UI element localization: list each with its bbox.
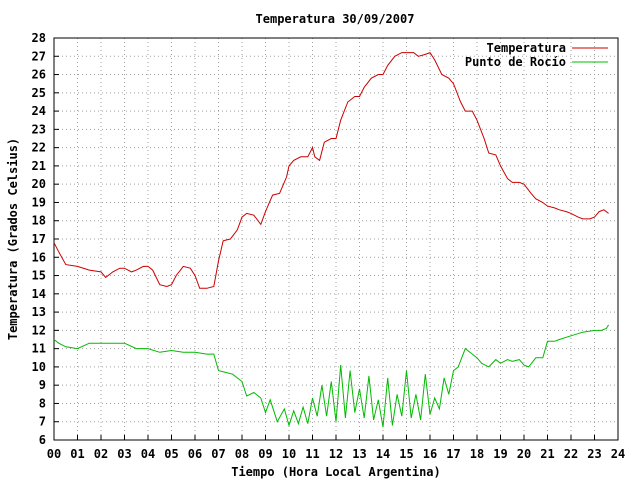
x-tick-label: 00 [47,447,61,461]
y-tick-label: 6 [39,433,46,447]
legend-label-temperatura: Temperatura [487,41,566,55]
x-tick-label: 23 [587,447,601,461]
x-tick-label: 22 [564,447,578,461]
x-axis-label: Tiempo (Hora Local Argentina) [231,465,441,479]
y-tick-label: 25 [32,86,46,100]
x-tick-label: 14 [376,447,390,461]
y-tick-label: 24 [32,104,46,118]
x-tick-label: 03 [117,447,131,461]
y-tick-label: 26 [32,68,46,82]
y-tick-label: 19 [32,195,46,209]
y-tick-label: 15 [32,269,46,283]
x-tick-label: 07 [211,447,225,461]
y-tick-label: 9 [39,378,46,392]
y-tick-label: 22 [32,141,46,155]
x-tick-label: 06 [188,447,202,461]
y-tick-label: 11 [32,342,46,356]
x-tick-label: 20 [517,447,531,461]
x-tick-label: 02 [94,447,108,461]
series-lines [53,51,610,428]
legend-label-punto-de-rocio: Punto de Rocío [465,55,566,69]
x-tick-label: 15 [399,447,413,461]
x-tick-label: 17 [446,447,460,461]
y-tick-label: 28 [32,31,46,45]
y-tick-label: 17 [32,232,46,246]
y-tick-label: 20 [32,177,46,191]
x-tick-label: 09 [258,447,272,461]
x-tick-label: 04 [141,447,155,461]
y-tick-label: 10 [32,360,46,374]
y-tick-label: 21 [32,159,46,173]
x-tick-label: 12 [329,447,343,461]
series-line-temperatura [53,51,609,289]
y-tick-label: 16 [32,250,46,264]
y-tick-label: 18 [32,214,46,228]
grid-lines [54,38,618,440]
x-tick-label: 16 [423,447,437,461]
y-tick-label: 14 [32,287,46,301]
x-tick-label: 01 [70,447,84,461]
chart-title: Temperatura 30/09/2007 [256,12,415,26]
x-tick-label: 19 [493,447,507,461]
y-tick-label: 7 [39,415,46,429]
x-tick-label: 11 [305,447,319,461]
legend: Temperatura Punto de Rocío [465,41,608,69]
x-tick-label: 21 [540,447,554,461]
x-axis-ticks: 00 01 02 03 04 05 06 07 08 09 10 11 12 13 14 15 16 17 18 19… [47,435,625,461]
x-tick-label: 13 [352,447,366,461]
x-tick-label: 24 [611,447,625,461]
y-tick-label: 27 [32,49,46,63]
x-tick-label: 08 [235,447,249,461]
y-axis-ticks: 6 7 8 9 10 11 12 13 14 15 16 17 18 19 20 21 22 23 24 25 26 27… [32,31,59,447]
y-tick-label: 13 [32,305,46,319]
x-tick-label: 18 [470,447,484,461]
y-axis-label: Temperatura (Grados Celsius) [6,138,20,340]
y-tick-label: 23 [32,122,46,136]
x-tick-label: 05 [164,447,178,461]
series-line-punto-de-rocio [53,324,610,428]
y-tick-label: 12 [32,323,46,337]
x-tick-label: 10 [282,447,296,461]
y-tick-label: 8 [39,396,46,410]
